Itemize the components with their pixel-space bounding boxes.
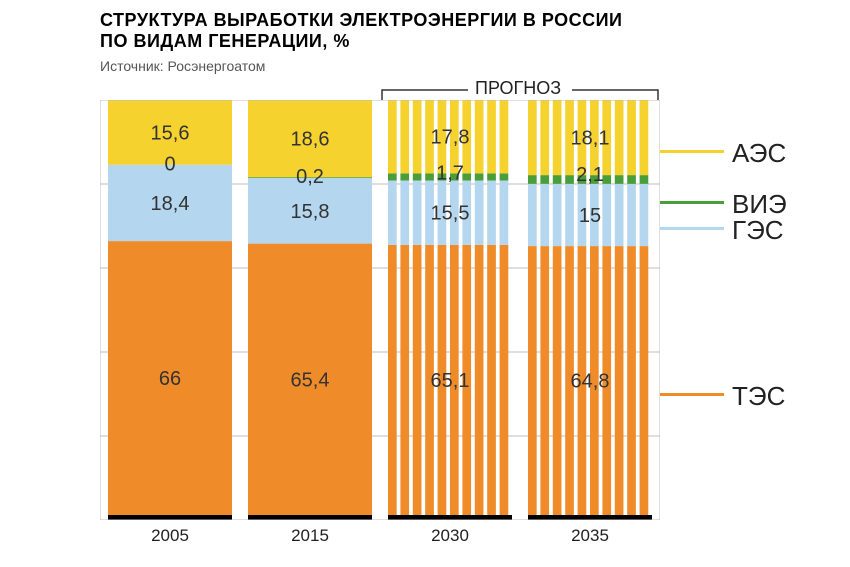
x-axis-label: 2030 bbox=[388, 526, 512, 546]
bar-value-label: 0 bbox=[164, 154, 175, 176]
bar-value-label: 18,1 bbox=[571, 128, 610, 150]
legend-connector bbox=[660, 227, 724, 230]
bar-value-label: 17,8 bbox=[431, 127, 470, 149]
bar-value-label: 65,1 bbox=[431, 370, 470, 392]
bar-value-label: 15,6 bbox=[151, 122, 190, 144]
bar-value-label: 64,8 bbox=[571, 371, 610, 393]
x-axis-label: 2015 bbox=[248, 526, 372, 546]
bar-value-label: 66 bbox=[159, 368, 181, 390]
legend-label-aes: АЭС bbox=[732, 138, 786, 169]
bar-value-label: 15,5 bbox=[431, 203, 470, 225]
stacked-bar-chart: 66 18,4 0 15,6 65,4 15,8 0,2 18,6 65,1 15,5 1,7 17,… bbox=[100, 100, 660, 520]
bar-value-label: 18,4 bbox=[151, 193, 190, 215]
bar-value-label: 2,1 bbox=[576, 164, 604, 186]
x-axis-label: 2035 bbox=[528, 526, 652, 546]
bar-value-label: 65,4 bbox=[291, 369, 330, 391]
legend-connector bbox=[660, 393, 724, 396]
chart-title: СТРУКТУРА ВЫРАБОТКИ ЭЛЕКТРОЭНЕРГИИ В РОС… bbox=[100, 10, 622, 52]
title-line-1: СТРУКТУРА ВЫРАБОТКИ ЭЛЕКТРОЭНЕРГИИ В РОС… bbox=[100, 10, 622, 31]
legend-connector bbox=[660, 201, 724, 204]
bar-value-label: 1,7 bbox=[436, 162, 464, 184]
bar-value-label: 18,6 bbox=[291, 129, 330, 151]
chart-source: Источник: Росэнергоатом bbox=[100, 58, 265, 74]
bar-value-label: 15 bbox=[579, 205, 601, 227]
title-line-2: ПО ВИДАМ ГЕНЕРАЦИИ, % bbox=[100, 31, 622, 52]
legend-label-tes: ТЭС bbox=[732, 381, 785, 412]
x-axis-label: 2005 bbox=[108, 526, 232, 546]
bar-value-label: 15,8 bbox=[291, 201, 330, 223]
forecast-label: ПРОГНОЗ bbox=[475, 78, 561, 99]
bar-value-label: 0,2 bbox=[296, 166, 324, 188]
legend-label-ges: ГЭС bbox=[732, 215, 784, 246]
legend-connector bbox=[660, 150, 724, 153]
